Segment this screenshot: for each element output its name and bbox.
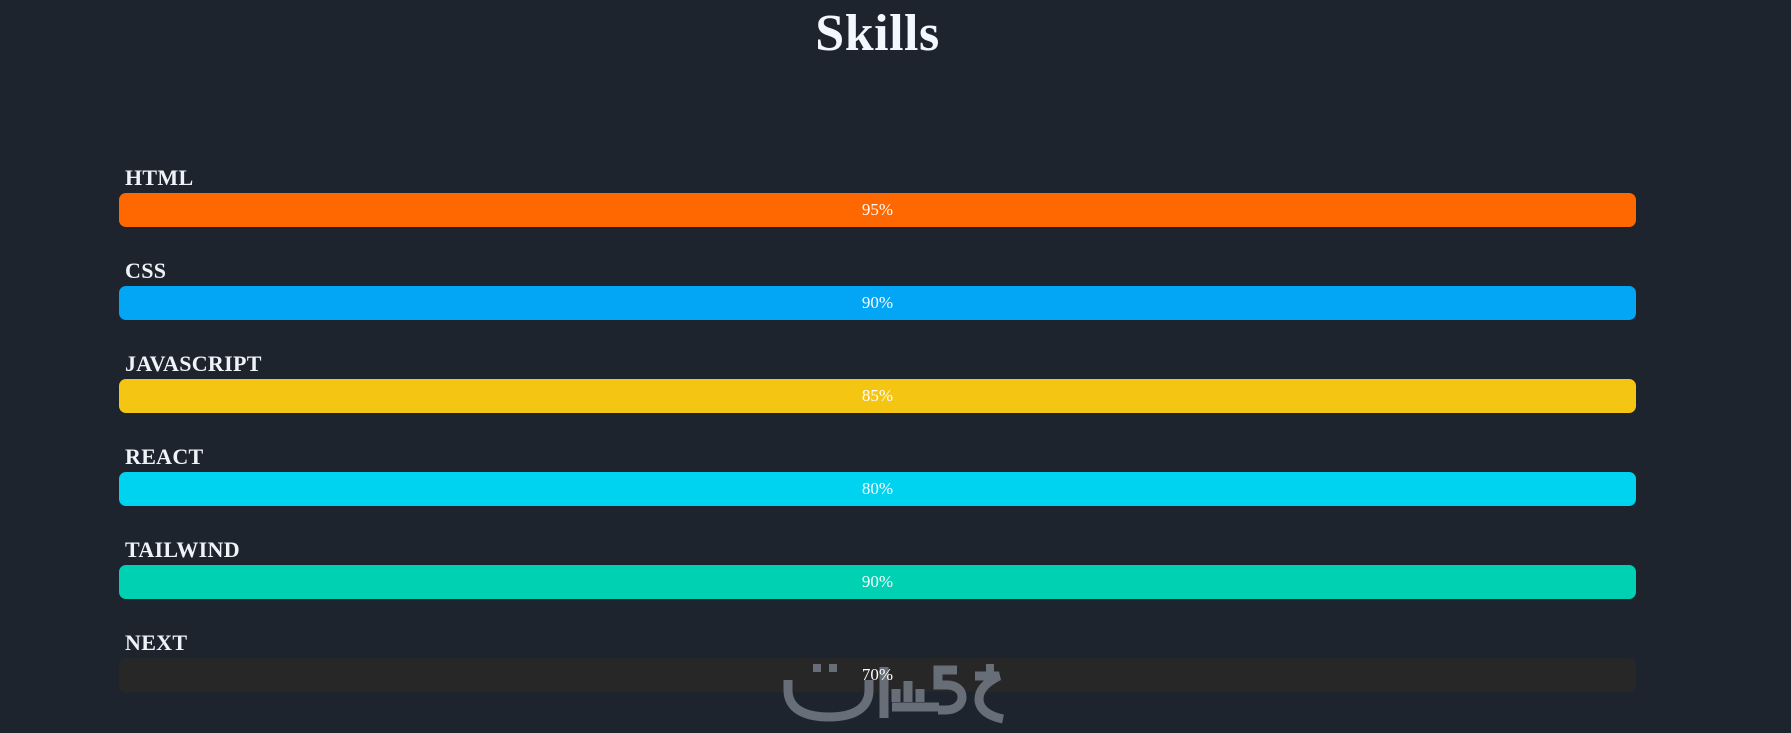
skill-bar-track: 80% <box>119 472 1636 506</box>
skill-percent: 85% <box>861 386 894 405</box>
skill-label: CSS <box>125 258 167 283</box>
skills-list: HTML 95% CSS 90% JAVASCRIPT 85% REACT 80… <box>119 165 1636 723</box>
skill-label: NEXT <box>125 630 188 655</box>
skill-percent: 90% <box>861 293 894 312</box>
page-title: Skills <box>815 5 940 62</box>
skill-row-react: REACT 80% <box>119 444 1636 506</box>
skill-label: HTML <box>125 165 194 190</box>
skill-label: REACT <box>125 444 204 469</box>
skill-percent: 70% <box>861 665 894 684</box>
skill-row-css: CSS 90% <box>119 258 1636 320</box>
skill-label: TAILWIND <box>125 537 240 562</box>
skill-bar-track: 90% <box>119 286 1636 320</box>
khamsat-logo-icon <box>783 664 1005 724</box>
skill-row-tailwind: TAILWIND 90% <box>119 537 1636 599</box>
skill-bar-track: 90% <box>119 565 1636 599</box>
skill-percent: 90% <box>861 572 894 591</box>
skill-bar-track: 95% <box>119 193 1636 227</box>
skill-bar-fill <box>119 565 1636 599</box>
skill-label: JAVASCRIPT <box>125 351 262 376</box>
khamsat-watermark <box>783 664 1005 728</box>
skill-bar-fill <box>119 472 1636 506</box>
skill-percent: 80% <box>861 479 894 498</box>
skill-row-javascript: JAVASCRIPT 85% <box>119 351 1636 413</box>
skill-bar-fill <box>119 286 1636 320</box>
skill-row-next: NEXT 70% <box>119 630 1636 692</box>
skill-bar-track: 85% <box>119 379 1636 413</box>
skill-bar-fill <box>119 193 1636 227</box>
skill-bar-track: 70% <box>119 658 1636 692</box>
skill-bar-fill <box>119 379 1636 413</box>
skill-percent: 95% <box>861 200 894 219</box>
skill-row-html: HTML 95% <box>119 165 1636 227</box>
